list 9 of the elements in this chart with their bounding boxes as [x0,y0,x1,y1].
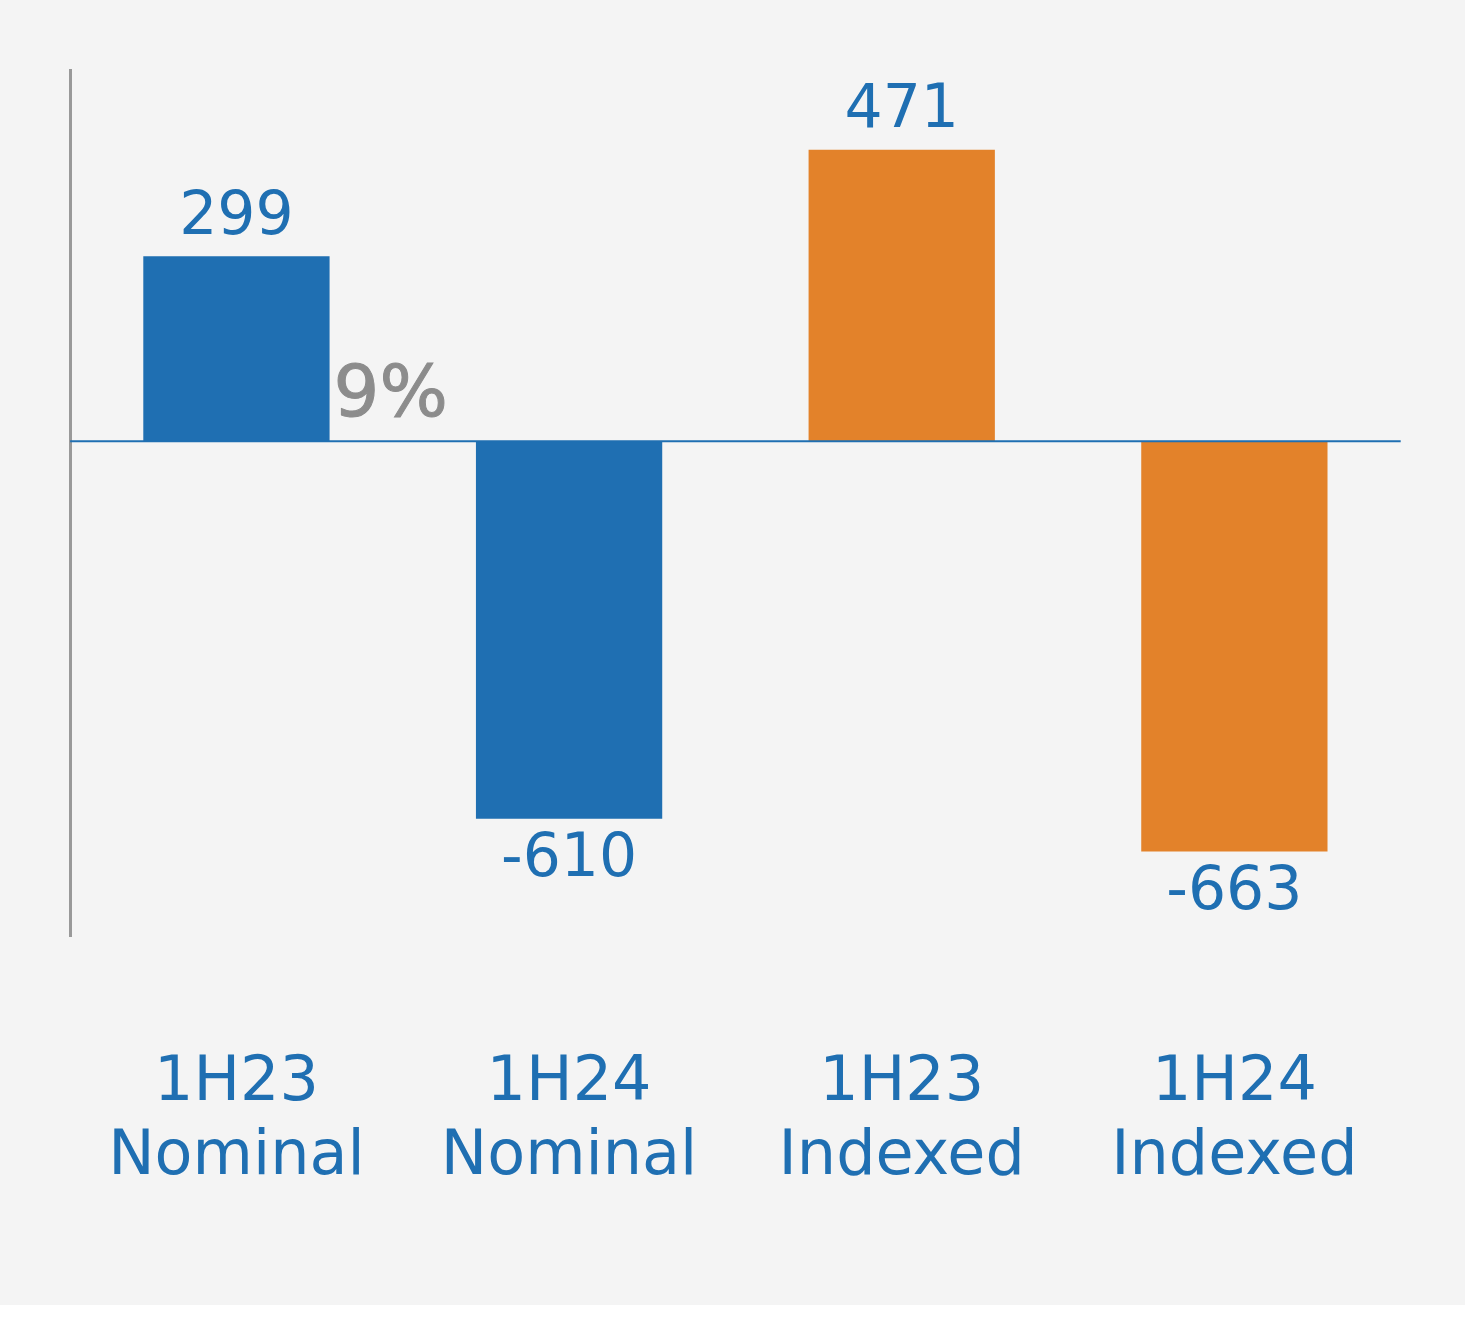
data-label: -663 [1166,853,1303,924]
x-tick-label: 1H24 Indexed [1111,1041,1358,1189]
data-label: 471 [844,71,959,142]
x-tick-label: 1H23 Indexed [778,1041,1025,1189]
annotation: 9% [333,348,448,433]
data-label: 299 [179,177,294,248]
x-tick-label: 1H24 Nominal [440,1041,698,1189]
data-label: -610 [501,820,638,891]
x-tick-label: 1H23 Nominal [108,1041,365,1189]
